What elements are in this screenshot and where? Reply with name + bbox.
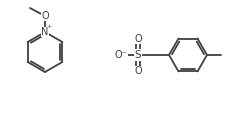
Text: O: O — [134, 66, 142, 76]
Text: O: O — [41, 11, 49, 21]
Text: O: O — [134, 34, 142, 44]
Text: S: S — [135, 50, 141, 60]
Text: +: + — [46, 24, 52, 30]
Text: O⁻: O⁻ — [115, 50, 127, 60]
Text: N: N — [41, 27, 49, 37]
